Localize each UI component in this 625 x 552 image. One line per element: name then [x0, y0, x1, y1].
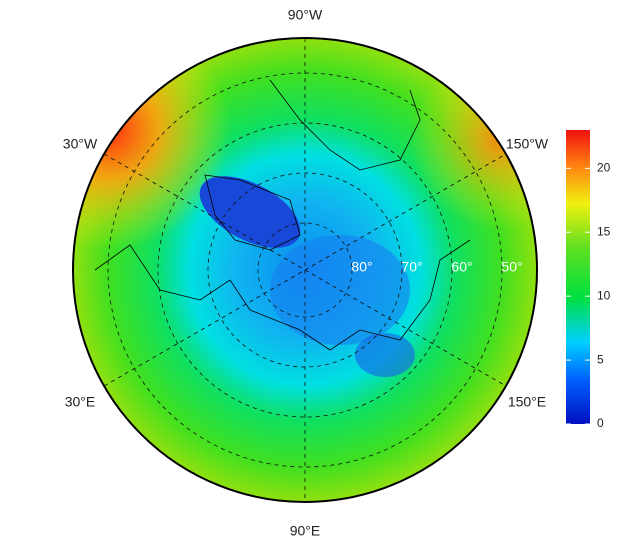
latitude-label: 80°: [351, 259, 372, 275]
longitude-label: 30°W: [63, 136, 98, 152]
colorbar-tick-label: 10: [597, 288, 611, 302]
longitude-label: 90°E: [290, 523, 321, 539]
latitude-label: 60°: [451, 259, 472, 275]
longitude-label: 150°W: [506, 136, 549, 152]
graticule: [103, 38, 507, 502]
longitude-label: 30°E: [65, 394, 96, 410]
colorbar-tick-label: 0: [597, 416, 604, 430]
latitude-label: 50°: [501, 259, 522, 275]
colorbar-tick-label: 5: [597, 352, 604, 366]
latitude-label: 70°: [401, 259, 422, 275]
latitude-circle: [257, 222, 353, 318]
longitude-label: 150°E: [508, 394, 546, 410]
longitude-label: 90°W: [288, 7, 323, 23]
colorbar-tick-label: 15: [597, 224, 611, 238]
latitude-circle: [157, 122, 453, 418]
meridian: [103, 153, 507, 387]
field: [73, 38, 537, 502]
colorbar-tick-label: 20: [597, 161, 611, 175]
colorbar: [566, 130, 590, 424]
latitude-circle: [107, 72, 503, 468]
map-border: [72, 37, 538, 503]
